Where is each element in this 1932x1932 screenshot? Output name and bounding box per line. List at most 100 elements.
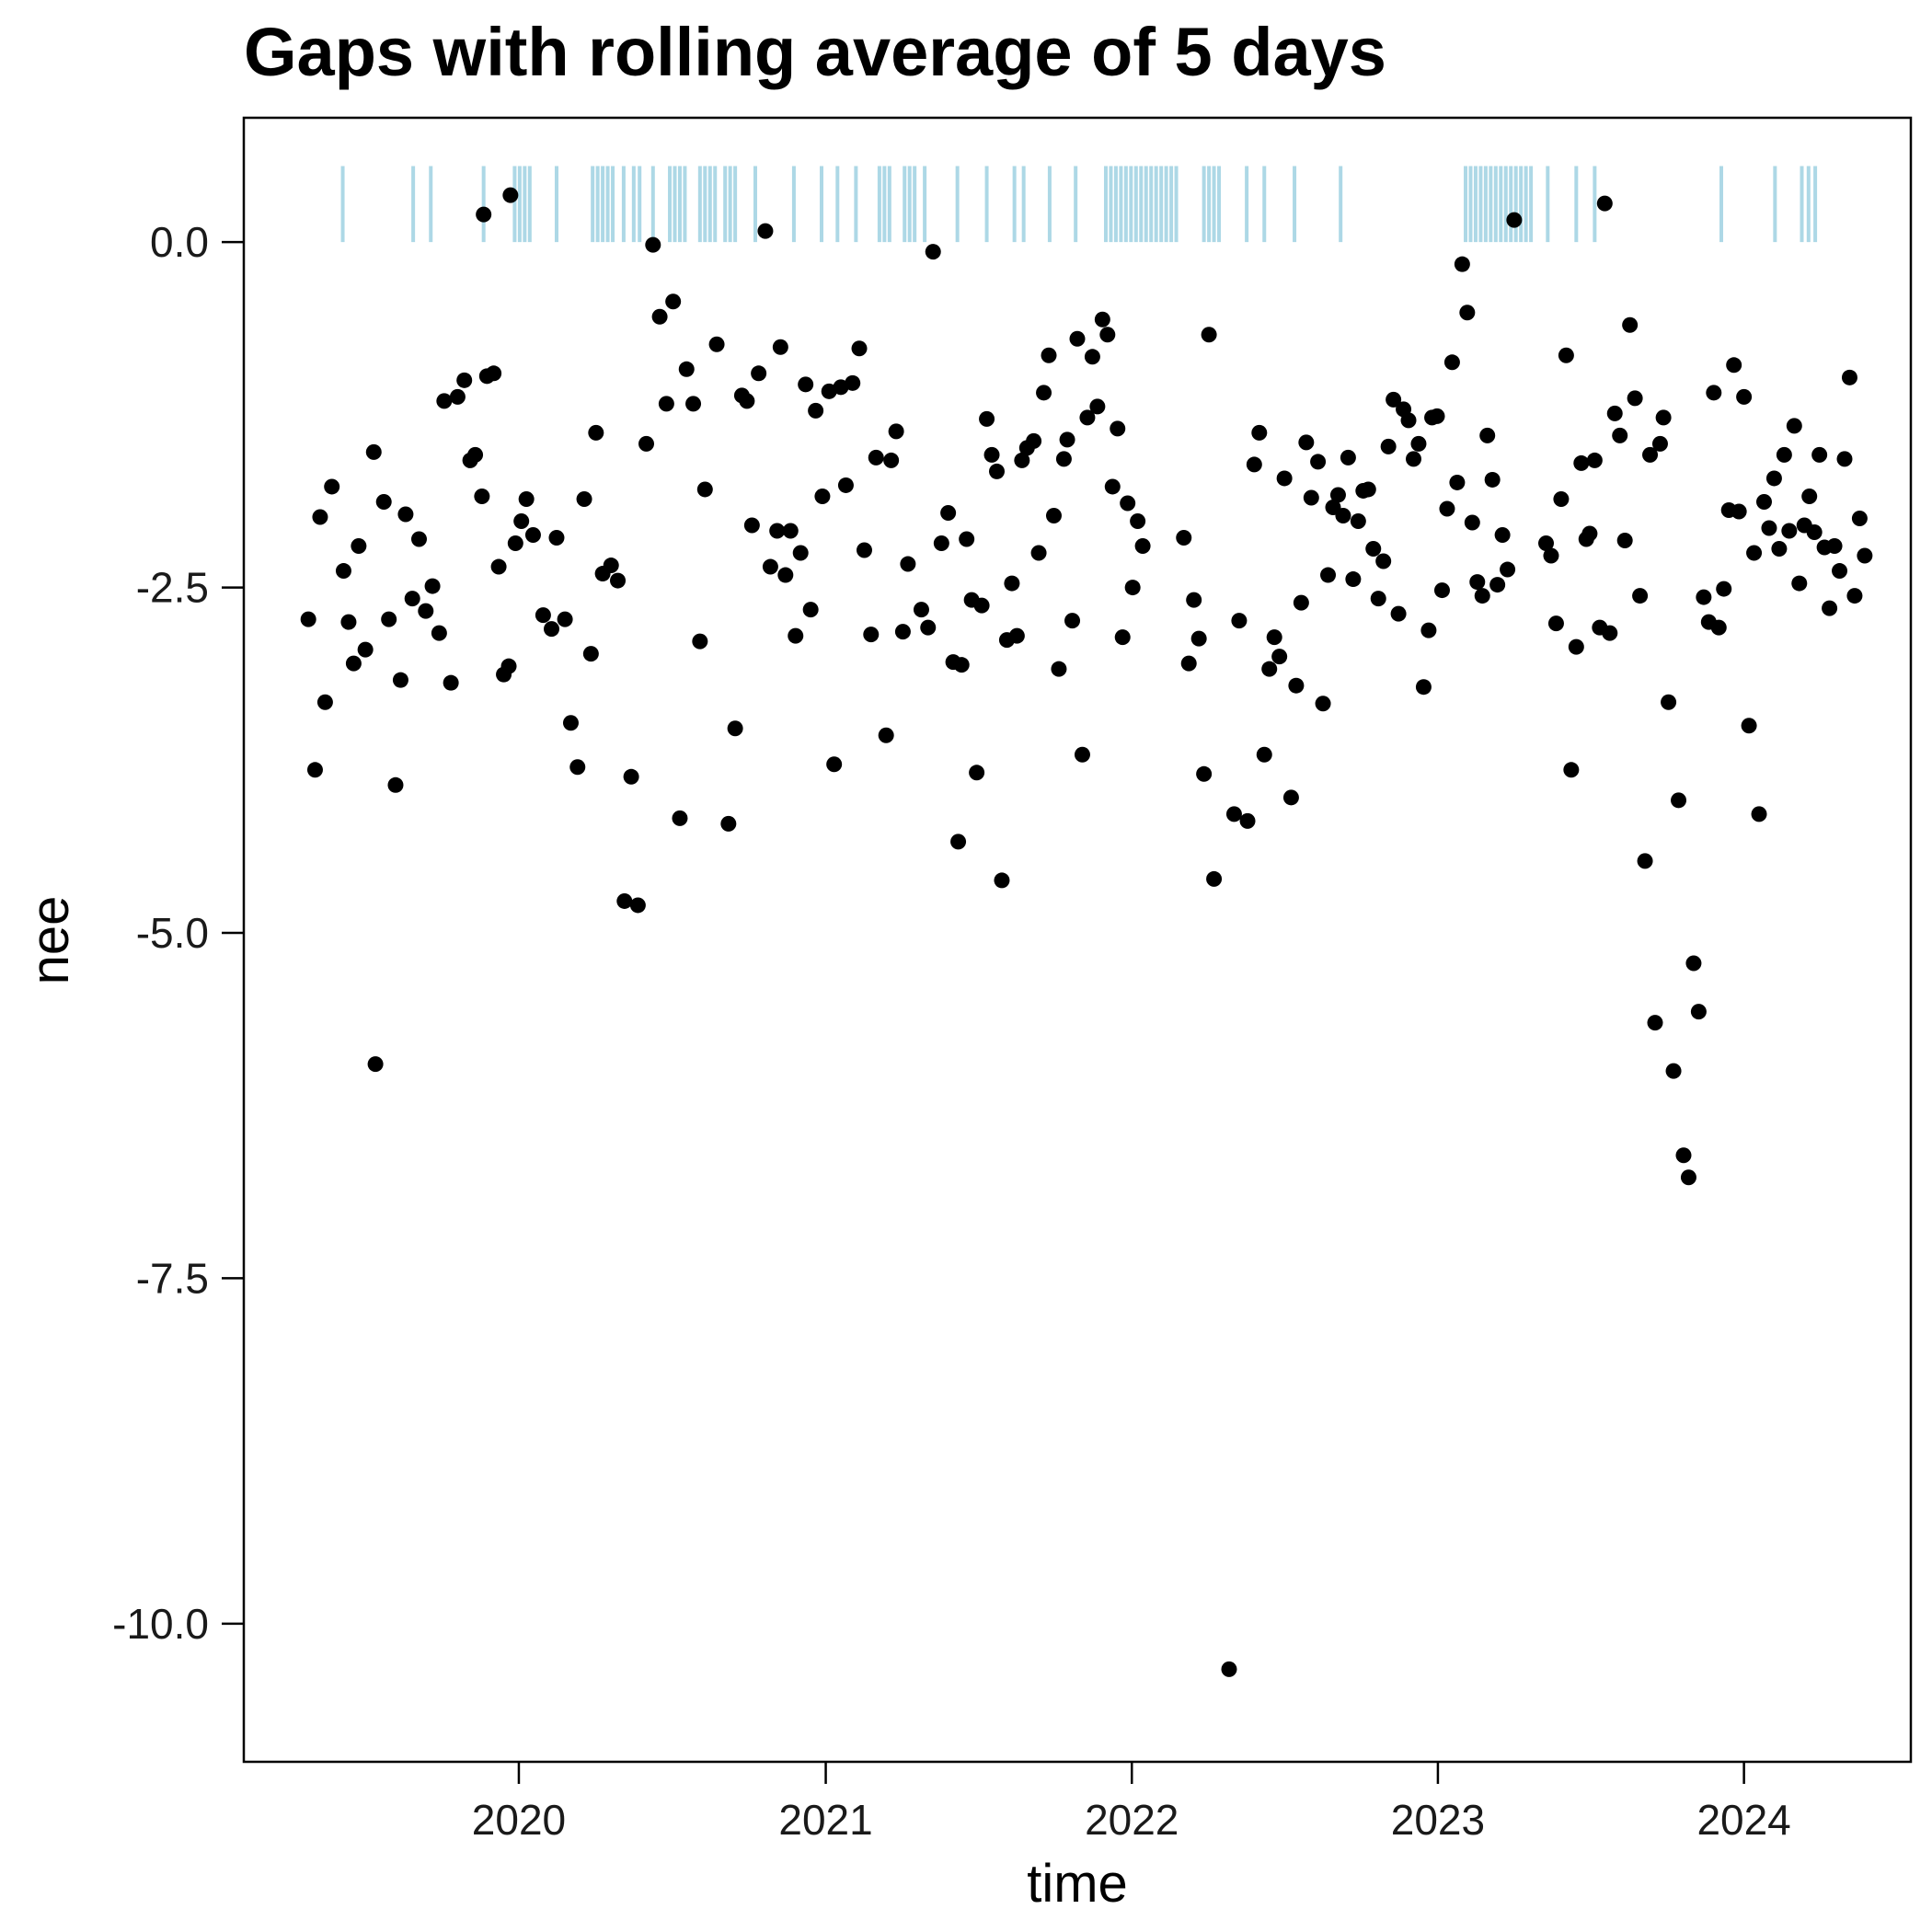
data-point [1276,470,1293,487]
data-point [868,449,884,466]
data-point [1390,605,1407,622]
data-point [449,388,466,405]
data-point [1026,432,1042,449]
data-point [665,293,682,310]
data-point [518,490,535,507]
data-point [1221,1661,1237,1677]
data-point [1661,694,1677,710]
data-point [1410,435,1427,452]
data-point [1851,510,1868,526]
data-point [1454,256,1470,272]
x-tick-label: 2022 [1085,1796,1179,1844]
data-point [1231,613,1248,629]
data-point [562,715,579,731]
data-point [757,223,774,239]
data-point [1651,435,1668,452]
data-point [769,523,786,539]
data-point [1415,679,1432,696]
data-point [1310,454,1327,470]
data-point [1225,806,1242,822]
data-point [802,602,819,618]
data-point [739,393,755,409]
data-point [1484,471,1501,488]
data-point [1647,1015,1663,1031]
data-point [306,762,323,778]
data-point [1449,474,1466,490]
data-point [623,768,639,785]
data-point [1350,512,1366,529]
data-point [316,694,333,710]
data-point [1315,696,1331,712]
data-point [1696,589,1712,605]
data-point [1014,452,1030,468]
data-point [436,393,453,409]
data-point [1094,311,1110,328]
data-point [1099,327,1116,343]
chart-title: Gaps with rolling average of 5 days [244,14,1386,90]
data-point [1841,369,1857,385]
data-point [1206,870,1223,887]
data-point [1104,478,1121,495]
data-point [367,1056,384,1073]
data-point [1110,420,1126,437]
data-point [1239,812,1256,829]
data-point [1266,629,1282,646]
data-point [431,625,447,641]
data-point [696,481,713,498]
data-point [658,396,674,412]
data-point [1765,470,1782,487]
data-point [883,452,900,468]
data-point [1665,1063,1682,1079]
data-point [424,578,441,594]
data-point [582,646,599,662]
data-point [1176,530,1192,546]
data-point [1079,409,1096,426]
data-point [1293,594,1309,611]
data-point [500,658,517,674]
data-point [300,611,316,627]
data-point [1429,408,1445,424]
data-point [933,535,949,552]
data-point [979,410,995,427]
data-point [1064,613,1081,629]
data-points [300,187,1873,1677]
data-point [777,567,794,583]
data-point [1365,541,1382,558]
data-point [1329,487,1346,503]
data-point [788,627,804,644]
x-tick-label: 2024 [1696,1796,1790,1844]
data-point [1781,523,1798,539]
data-point [1464,514,1480,531]
data-point [1360,481,1376,498]
data-point [1690,1004,1707,1020]
data-point [1857,547,1873,564]
data-point [1627,390,1643,407]
data-point [443,674,459,691]
data-point [603,558,619,574]
data-point [1439,500,1455,517]
data-point [727,720,743,737]
data-point [1375,553,1392,569]
data-point [1036,385,1052,401]
data-point [1256,746,1272,763]
data-point [1261,661,1278,677]
data-point [1180,655,1197,672]
data-point [1474,588,1490,604]
data-point [1836,451,1853,467]
data-point [1069,330,1086,347]
data-point [1433,582,1450,599]
data-point [1500,561,1516,578]
data-point [1494,527,1511,544]
data-point [1741,718,1757,734]
data-point [1320,567,1337,583]
data-point [1345,571,1362,588]
data-point [1008,627,1025,644]
data-point [629,897,646,914]
data-point [1405,451,1421,467]
data-point [1563,762,1580,778]
data-point [548,530,565,546]
data-point [900,556,916,572]
data-point [1602,625,1618,641]
data-point [1612,427,1628,443]
